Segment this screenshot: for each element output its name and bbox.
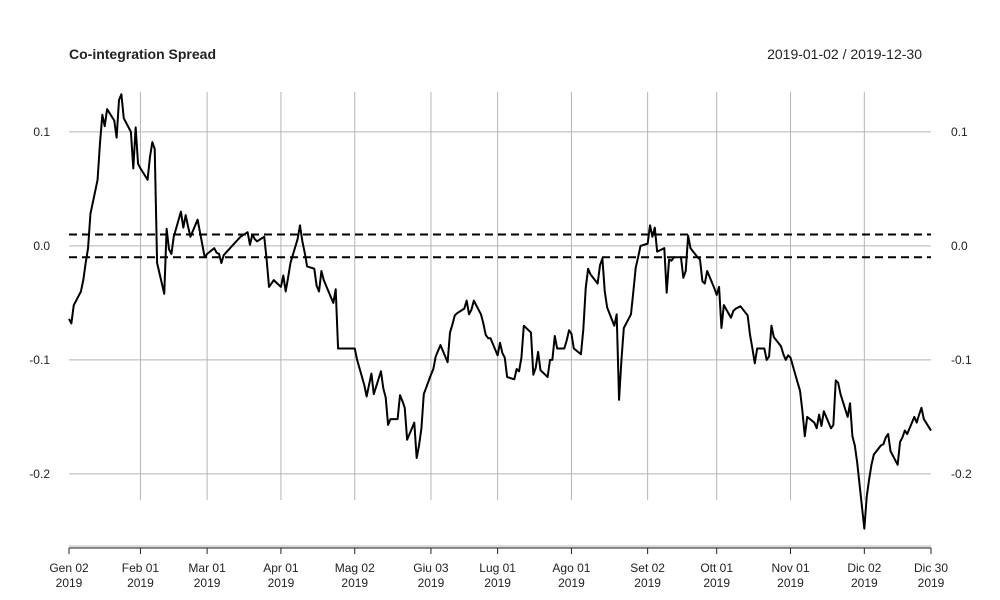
x-tick-label: Mag 02 <box>335 561 375 575</box>
date-range-label: 2019-01-02 / 2019-12-30 <box>767 46 922 62</box>
x-tick-label: Ott 01 <box>700 561 733 575</box>
y-tick-label-right: 0.0 <box>951 239 968 253</box>
x-tick-label-year: 2019 <box>703 576 730 590</box>
x-tick-label: Giu 03 <box>413 561 449 575</box>
x-tick-label-year: 2019 <box>418 576 445 590</box>
x-tick-label: Set 02 <box>630 561 665 575</box>
x-tick-label-year: 2019 <box>56 576 83 590</box>
chart-title: Co-integration Spread <box>69 46 217 62</box>
x-tick-label: Lug 01 <box>479 561 516 575</box>
x-tick-label-year: 2019 <box>851 576 878 590</box>
y-tick-label-left: 0.1 <box>33 125 50 139</box>
y-tick-label-right: 0.1 <box>951 125 968 139</box>
x-tick-label: Nov 01 <box>771 561 809 575</box>
x-tick-label: Dic 02 <box>847 561 881 575</box>
x-tick-label-year: 2019 <box>194 576 221 590</box>
x-tick-label-year: 2019 <box>634 576 661 590</box>
y-tick-label-left: -0.1 <box>29 353 50 367</box>
x-tick-label-year: 2019 <box>127 576 154 590</box>
x-tick-label-year: 2019 <box>558 576 585 590</box>
x-tick-label: Dic 30 <box>914 561 948 575</box>
x-tick-label: Feb 01 <box>122 561 160 575</box>
x-tick-label: Ago 01 <box>552 561 590 575</box>
x-tick-label-year: 2019 <box>341 576 368 590</box>
y-tick-label-left: 0.0 <box>33 239 50 253</box>
x-tick-label: Apr 01 <box>263 561 299 575</box>
y-tick-label-right: -0.1 <box>951 353 972 367</box>
x-tick-label-year: 2019 <box>777 576 804 590</box>
x-tick-label-year: 2019 <box>484 576 511 590</box>
x-tick-label-year: 2019 <box>918 576 945 590</box>
spread-series-line <box>68 93 932 530</box>
y-tick-label-right: -0.2 <box>951 467 972 481</box>
y-tick-label-left: -0.2 <box>29 467 50 481</box>
x-axis-band <box>69 545 931 548</box>
x-tick-label-year: 2019 <box>268 576 295 590</box>
x-tick-label: Gen 02 <box>49 561 89 575</box>
x-tick-label: Mar 01 <box>188 561 226 575</box>
